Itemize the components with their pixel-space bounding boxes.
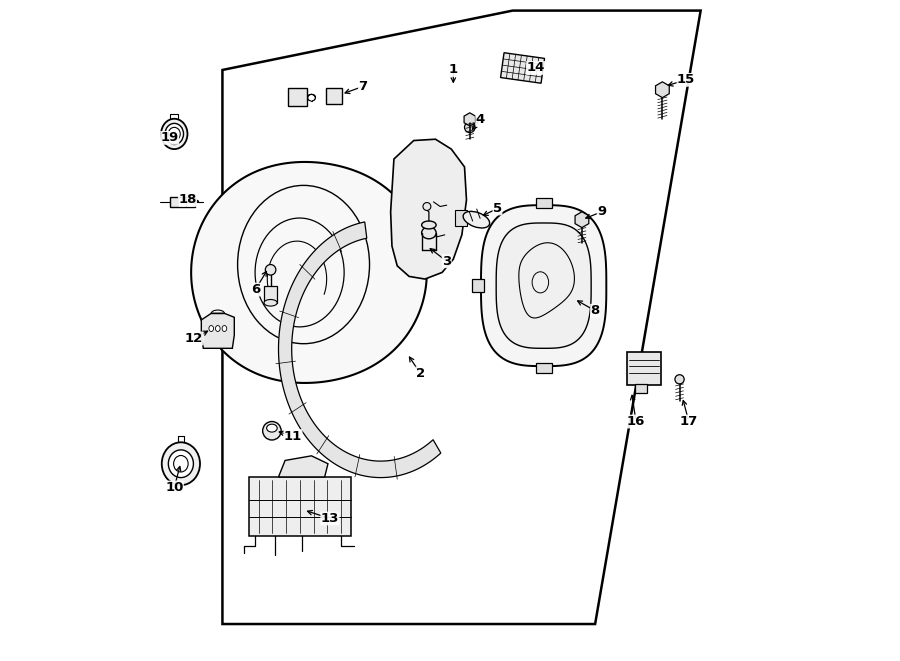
Text: 13: 13 [320, 512, 339, 525]
Ellipse shape [266, 264, 276, 275]
Text: 12: 12 [184, 332, 203, 345]
Ellipse shape [263, 422, 281, 440]
Ellipse shape [675, 375, 684, 384]
Ellipse shape [264, 299, 277, 306]
Bar [170, 196, 194, 207]
Ellipse shape [165, 124, 184, 145]
Ellipse shape [168, 450, 194, 478]
Text: 18: 18 [178, 194, 197, 206]
Polygon shape [391, 139, 466, 279]
Ellipse shape [209, 326, 213, 331]
Text: 14: 14 [526, 61, 544, 75]
Polygon shape [655, 82, 670, 98]
Ellipse shape [464, 212, 490, 228]
Text: 16: 16 [626, 415, 645, 428]
Bar [536, 364, 552, 373]
Bar [536, 198, 552, 208]
Text: 7: 7 [358, 80, 367, 93]
Ellipse shape [161, 119, 187, 149]
Polygon shape [202, 313, 234, 348]
Ellipse shape [266, 424, 277, 432]
Text: 6: 6 [251, 283, 260, 296]
Bar [288, 88, 307, 106]
Polygon shape [278, 456, 328, 477]
Polygon shape [575, 212, 589, 227]
Text: 15: 15 [677, 73, 696, 87]
Polygon shape [278, 222, 441, 478]
Ellipse shape [162, 442, 200, 485]
Bar [264, 286, 277, 303]
Polygon shape [191, 162, 427, 383]
Bar [326, 88, 343, 104]
Text: 11: 11 [284, 430, 302, 442]
Ellipse shape [421, 221, 436, 229]
Bar [626, 352, 662, 385]
Ellipse shape [421, 227, 436, 239]
Polygon shape [481, 205, 607, 366]
Text: 19: 19 [160, 132, 179, 144]
Bar [455, 210, 467, 226]
Ellipse shape [222, 326, 227, 331]
Ellipse shape [464, 122, 475, 133]
Bar [472, 279, 484, 292]
Text: 9: 9 [597, 206, 607, 218]
Ellipse shape [215, 326, 220, 331]
Text: 8: 8 [590, 304, 599, 317]
Text: 10: 10 [165, 481, 184, 494]
Text: 2: 2 [416, 367, 425, 380]
Text: 1: 1 [449, 63, 458, 77]
Text: 17: 17 [680, 415, 698, 428]
Text: 3: 3 [442, 254, 451, 268]
Polygon shape [500, 53, 544, 83]
Bar [248, 477, 351, 536]
Text: 4: 4 [476, 113, 485, 126]
Bar [634, 384, 646, 393]
Ellipse shape [423, 202, 431, 210]
Polygon shape [496, 223, 591, 348]
Text: 5: 5 [493, 202, 502, 215]
Polygon shape [464, 113, 475, 126]
